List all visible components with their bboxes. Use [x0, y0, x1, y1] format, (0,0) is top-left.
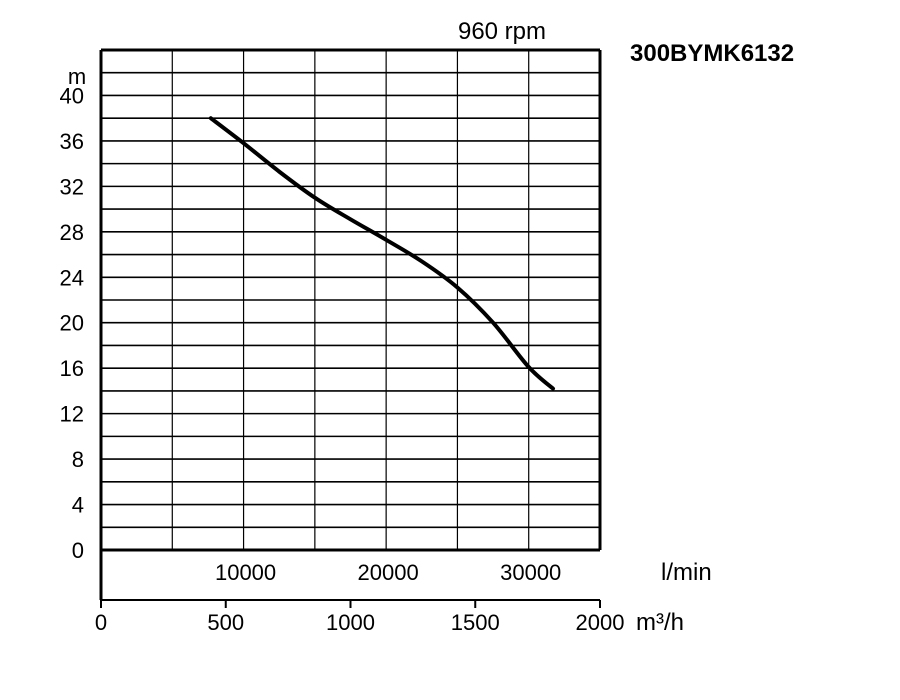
y-tick-label: 36 [60, 129, 84, 154]
x-m3h-tick-label: 0 [95, 610, 107, 635]
y-tick-label: 20 [60, 311, 84, 336]
y-unit-label: m [68, 64, 86, 89]
y-tick-label: 4 [72, 493, 84, 518]
x-m3h-tick-label: 2000 [576, 610, 625, 635]
y-tick-label: 28 [60, 220, 84, 245]
grid [101, 50, 600, 550]
x-lmin-unit-label: l/min [661, 559, 712, 586]
y-tick-label: 32 [60, 174, 84, 199]
x-m3h-tick-label: 1500 [451, 610, 500, 635]
y-tick-label: 16 [60, 356, 84, 381]
y-tick-label: 12 [60, 402, 84, 427]
y-tick-labels: 0 4 8 12 16 20 24 28 32 36 40 [60, 83, 84, 563]
performance-curve [208, 116, 555, 391]
x-lmin-tick-label: 10000 [215, 560, 276, 585]
x-lmin-tick-labels: 10000 20000 30000 [215, 560, 561, 585]
x-m3h-tick-label: 500 [207, 610, 244, 635]
x-lmin-tick-label: 30000 [500, 560, 561, 585]
x-m3h-tick-label: 1000 [326, 610, 375, 635]
x-lmin-tick-label: 20000 [358, 560, 419, 585]
y-tick-label: 40 [60, 83, 84, 108]
x-m3h-tick-labels: 0 500 1000 1500 2000 [95, 610, 625, 635]
model-title: 300BYMK6132 [630, 40, 794, 67]
speed-label: 960 rpm [458, 18, 546, 45]
y-tick-label: 24 [60, 265, 84, 290]
y-tick-label: 8 [72, 447, 84, 472]
plot-frame [99, 48, 602, 608]
y-tick-label: 0 [72, 538, 84, 563]
x-m3h-unit-label: m³/h [636, 609, 684, 636]
